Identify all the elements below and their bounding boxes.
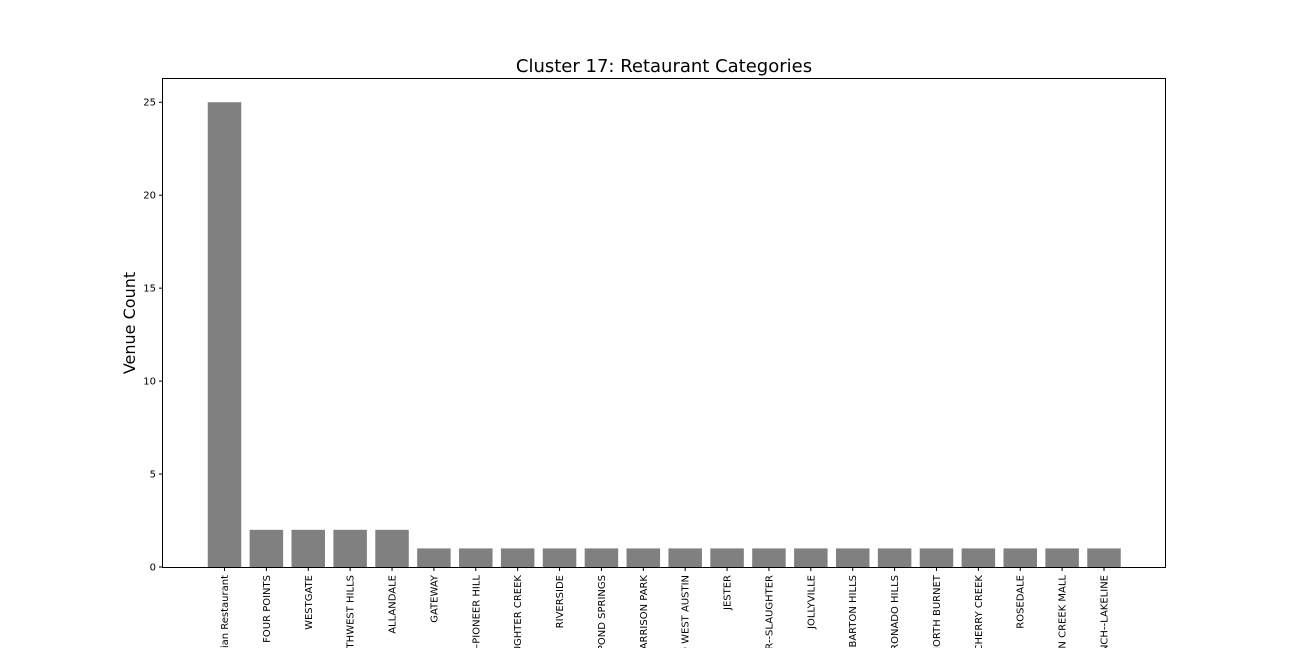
- bar: [249, 529, 284, 567]
- x-tick-label: RONADO HILLS: [890, 575, 901, 648]
- y-tick-label: 25: [143, 98, 156, 109]
- x-tick-label: N CREEK MALL: [1058, 575, 1069, 648]
- y-axis-label: Venue Count: [120, 272, 139, 374]
- x-tick-label: GATEWAY: [429, 574, 440, 623]
- bar: [291, 529, 326, 567]
- bar: [375, 529, 409, 567]
- bar: [333, 529, 367, 567]
- x-tick-label: CHERRY CREEK: [974, 575, 985, 648]
- x-tick-label: ROSEDALE: [1016, 575, 1027, 629]
- y-tick-label: 10: [143, 377, 156, 388]
- y-ticks-group: 0 5 10 15 20 25: [143, 98, 163, 574]
- x-tick-label: FOUR POINTS: [262, 575, 273, 643]
- x-tick-label: NCH--LAKELINE: [1100, 575, 1111, 648]
- x-tick-label: THWEST HILLS: [346, 575, 357, 648]
- chart-title: Cluster 17: Retaurant Categories: [516, 56, 812, 77]
- bar: [1087, 548, 1121, 567]
- x-tick-label: R--SLAUGHTER: [764, 575, 775, 648]
- x-tick-label: IORTH BURNET: [932, 574, 943, 648]
- y-tick-label: 15: [143, 284, 156, 295]
- bar: [877, 548, 912, 567]
- x-tick-label: JOLLYVILLE: [806, 575, 817, 630]
- bar: [626, 548, 661, 567]
- x-tick-label: BARTON HILLS: [848, 575, 859, 648]
- x-tick-label: RIVERSIDE: [555, 575, 566, 628]
- bars-group: [207, 102, 1121, 567]
- x-tick-label: D WEST AUSTIN: [681, 575, 692, 648]
- bar: [710, 548, 744, 567]
- bar: [752, 548, 786, 567]
- x-tick-label: UGHTER CREEK: [513, 575, 524, 648]
- bar: [542, 548, 577, 567]
- bar: [207, 102, 242, 567]
- bar: [584, 548, 619, 567]
- x-tick-label: ALLANDALE: [388, 575, 399, 634]
- bar: [459, 548, 493, 567]
- bar: [500, 548, 535, 567]
- x-tick-label: –PIONEER HILL: [471, 575, 482, 648]
- x-tick-label: JESTER: [723, 575, 734, 611]
- bar: [668, 548, 702, 567]
- bar: [835, 548, 870, 567]
- bar: [417, 548, 451, 567]
- bar: [961, 548, 996, 567]
- x-tick-label: ian Restaurant: [220, 575, 231, 648]
- bar: [794, 548, 828, 567]
- x-tick-label: ARRISON PARK: [639, 575, 650, 648]
- bar: [1003, 548, 1037, 567]
- y-tick-label: 5: [150, 470, 156, 481]
- bar: [919, 548, 954, 567]
- bar: [1045, 548, 1079, 567]
- plot-frame: [162, 78, 1166, 568]
- x-ticks-group: ian Restaurant FOUR POINTS WESTGATE THWEST …: [220, 567, 1111, 648]
- x-tick-label: WESTGATE: [304, 575, 315, 630]
- y-tick-label: 20: [143, 191, 156, 202]
- x-tick-label: POND SPRINGS: [597, 575, 608, 648]
- y-tick-label: 0: [150, 563, 156, 574]
